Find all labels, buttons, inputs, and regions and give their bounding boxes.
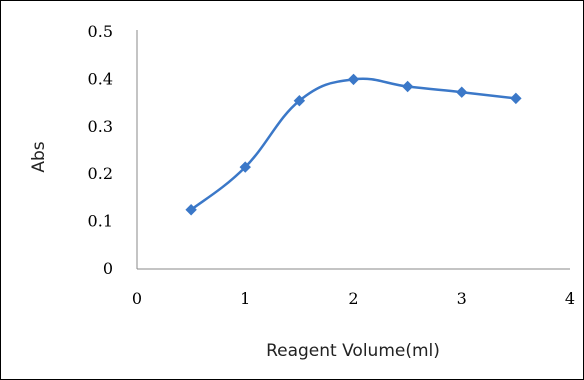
y-tick-labels: 0 0.1 0.2 0.3 0.4 0.5 — [88, 22, 113, 278]
series-line — [190, 77, 517, 211]
x-tick-label: 0 — [132, 289, 142, 308]
data-point-marker — [185, 204, 197, 216]
data-point-marker — [239, 161, 251, 173]
x-tick-label: 2 — [348, 289, 358, 308]
y-tick-label: 0.3 — [88, 117, 113, 136]
series-group — [185, 73, 522, 216]
x-axis-title: Reagent Volume(ml) — [266, 341, 440, 361]
x-tick-label: 3 — [457, 289, 467, 308]
x-tick-labels: 0 1 2 3 4 — [132, 289, 575, 308]
axes — [136, 30, 570, 270]
y-tick-label: 0.1 — [88, 212, 113, 231]
x-tick-label: 1 — [240, 289, 250, 308]
data-point-marker — [401, 80, 414, 93]
data-point-marker — [510, 92, 522, 105]
y-axis-title: Abs — [29, 141, 49, 172]
y-tick-label: 0.2 — [88, 164, 113, 183]
data-point-marker — [347, 73, 360, 86]
y-tick-label: 0 — [103, 259, 113, 278]
y-tick-label: 0.5 — [88, 22, 113, 41]
data-point-marker — [456, 86, 468, 98]
x-tick-label: 4 — [565, 289, 575, 308]
y-tick-label: 0.4 — [88, 69, 113, 88]
data-point-marker — [293, 95, 306, 107]
